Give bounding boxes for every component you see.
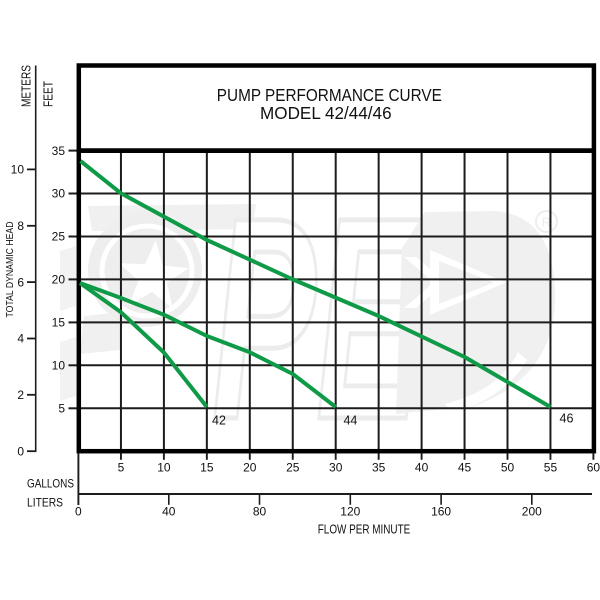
svg-text:42: 42: [212, 414, 226, 428]
svg-text:PUMP PERFORMANCE CURVE: PUMP PERFORMANCE CURVE: [217, 85, 442, 105]
svg-text:TOTAL DYNAMIC HEAD: TOTAL DYNAMIC HEAD: [5, 222, 16, 318]
svg-text:2: 2: [17, 388, 24, 402]
svg-text:160: 160: [431, 505, 451, 519]
svg-text:FEET: FEET: [42, 81, 56, 107]
svg-text:FLOW PER MINUTE: FLOW PER MINUTE: [318, 523, 411, 537]
svg-text:35: 35: [52, 144, 66, 158]
svg-text:5: 5: [58, 402, 65, 416]
svg-text:55: 55: [544, 461, 558, 475]
svg-text:50: 50: [501, 461, 515, 475]
svg-text:40: 40: [162, 505, 176, 519]
svg-text:4: 4: [17, 332, 24, 346]
svg-text:120: 120: [340, 505, 360, 519]
svg-text:35: 35: [372, 461, 386, 475]
svg-text:0: 0: [17, 444, 24, 458]
svg-text:GALLONS: GALLONS: [27, 477, 74, 491]
svg-text:R: R: [542, 215, 551, 230]
svg-text:10: 10: [52, 359, 66, 373]
svg-text:25: 25: [52, 230, 66, 244]
svg-text:20: 20: [52, 273, 66, 287]
svg-text:LITERS: LITERS: [27, 496, 63, 510]
svg-text:10: 10: [11, 163, 25, 177]
svg-text:25: 25: [286, 461, 300, 475]
svg-text:60: 60: [587, 461, 600, 475]
svg-text:MODEL 42/44/46: MODEL 42/44/46: [260, 103, 392, 123]
svg-text:8: 8: [17, 219, 24, 233]
svg-text:40: 40: [415, 461, 429, 475]
svg-text:45: 45: [458, 461, 472, 475]
svg-text:15: 15: [200, 461, 214, 475]
svg-text:44: 44: [343, 414, 357, 428]
svg-text:30: 30: [52, 187, 66, 201]
svg-text:80: 80: [253, 505, 267, 519]
svg-text:10: 10: [157, 461, 171, 475]
svg-text:0: 0: [75, 505, 82, 519]
svg-text:METERS: METERS: [20, 65, 34, 107]
svg-text:200: 200: [522, 505, 542, 519]
svg-text:5: 5: [118, 461, 125, 475]
svg-text:6: 6: [17, 275, 24, 289]
svg-text:46: 46: [560, 412, 574, 426]
svg-text:15: 15: [52, 316, 66, 330]
svg-text:30: 30: [329, 461, 343, 475]
svg-text:PE: PE: [212, 158, 424, 480]
svg-text:20: 20: [243, 461, 257, 475]
